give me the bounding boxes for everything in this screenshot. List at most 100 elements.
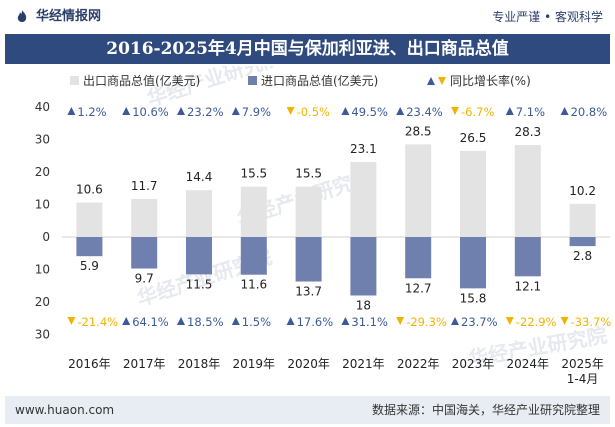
bar-import bbox=[186, 237, 212, 275]
down-triangle-icon bbox=[67, 317, 76, 325]
down-triangle-icon bbox=[560, 317, 569, 325]
x-tick-label: 2024年 bbox=[507, 357, 550, 371]
bar-export bbox=[569, 203, 596, 237]
import-growth-label: 31.1% bbox=[351, 315, 388, 329]
bar-import bbox=[295, 237, 322, 282]
y-tick-label: 0 bbox=[42, 230, 50, 244]
down-triangle-icon bbox=[396, 317, 405, 325]
bar-export bbox=[76, 202, 103, 237]
y-tick-label: 30 bbox=[35, 133, 50, 147]
x-tick-label: 2023年 bbox=[452, 357, 495, 371]
up-triangle-icon bbox=[451, 317, 459, 325]
import-value-label: 2.8 bbox=[573, 249, 592, 263]
labels-layer: 10.6 5.9 1.2% -21.4% 2016年 11.7 9.7 10.6% 64.1% 2… bbox=[67, 105, 611, 386]
export-growth-label: 23.4% bbox=[406, 105, 443, 119]
export-value-label: 14.4 bbox=[186, 170, 213, 184]
up-triangle-icon bbox=[177, 107, 185, 115]
import-value-label: 12.7 bbox=[405, 281, 432, 295]
down-triangle-icon bbox=[438, 77, 446, 85]
bar-import bbox=[131, 237, 158, 269]
bar-export bbox=[131, 198, 158, 237]
up-triangle-icon bbox=[177, 317, 185, 325]
x-tick-label: 2022年 bbox=[397, 357, 440, 371]
bar-export bbox=[514, 145, 541, 237]
down-triangle-icon bbox=[286, 107, 295, 115]
export-growth-label: 1.2% bbox=[77, 105, 106, 119]
import-value-label: 18 bbox=[356, 299, 371, 313]
import-growth-label: -29.3% bbox=[406, 315, 447, 329]
bar-export bbox=[186, 190, 212, 237]
down-triangle-icon bbox=[505, 317, 514, 325]
x-tick-label: 2018年 bbox=[178, 357, 221, 371]
legend-swatch-export bbox=[70, 76, 79, 85]
import-growth-label: -22.9% bbox=[516, 315, 557, 329]
up-triangle-icon bbox=[286, 317, 295, 325]
flame-logo-icon bbox=[17, 10, 27, 22]
bar-export bbox=[405, 144, 432, 237]
bar-import bbox=[405, 237, 432, 279]
y-tick-label: 10 bbox=[35, 198, 50, 212]
down-triangle-icon bbox=[451, 107, 459, 115]
legend-label-export: 出口商品总值(亿美元) bbox=[83, 73, 200, 88]
bars-layer bbox=[76, 144, 596, 296]
bar-import bbox=[350, 237, 377, 296]
export-growth-label: -6.7% bbox=[461, 105, 494, 119]
x-tick-label: 2016年 bbox=[68, 357, 111, 371]
import-growth-label: -21.4% bbox=[77, 315, 118, 329]
y-tick-label: 30 bbox=[35, 328, 50, 342]
x-tick-label: 2017年 bbox=[123, 357, 166, 371]
import-growth-label: 18.5% bbox=[187, 315, 224, 329]
legend-label-import: 进口商品总值(亿美元) bbox=[261, 73, 378, 88]
legend-label-growth: 同比增长率(%) bbox=[450, 73, 531, 88]
export-value-label: 10.2 bbox=[569, 184, 596, 198]
export-value-label: 28.5 bbox=[405, 124, 432, 138]
x-tick-label: 2025年 bbox=[561, 357, 604, 371]
y-tick-label: 10 bbox=[35, 263, 50, 277]
up-triangle-icon bbox=[427, 77, 435, 85]
export-value-label: 11.7 bbox=[131, 179, 158, 193]
import-growth-label: 23.7% bbox=[461, 315, 498, 329]
export-growth-label: 7.1% bbox=[516, 105, 545, 119]
x-tick-label: 1-4月 bbox=[567, 372, 599, 386]
up-triangle-icon bbox=[396, 107, 405, 115]
legend-swatch-import bbox=[248, 76, 257, 85]
export-growth-label: -0.5% bbox=[297, 105, 330, 119]
import-growth-label: 1.5% bbox=[242, 315, 271, 329]
x-tick-label: 2019年 bbox=[233, 357, 276, 371]
export-value-label: 15.5 bbox=[295, 167, 322, 181]
up-triangle-icon bbox=[67, 107, 76, 115]
x-tick-label: 2021年 bbox=[342, 357, 385, 371]
footer-url[interactable]: www.huaon.com bbox=[15, 403, 115, 417]
chart-title: 2016-2025年4月中国与保加利亚进、出口商品总值 bbox=[106, 39, 509, 59]
export-growth-label: 20.8% bbox=[571, 105, 608, 119]
footer: www.huaon.com 数据来源：中国海关，华经产业研究院整理 bbox=[5, 396, 610, 424]
slogan: 专业严谨 • 客观科学 bbox=[492, 10, 603, 24]
export-growth-label: 23.2% bbox=[187, 105, 224, 119]
export-value-label: 26.5 bbox=[460, 131, 487, 145]
chart: 华经产业研究院华经产业研究院华经产业研究院华经产业研究院 出口商品总值(亿美元)… bbox=[35, 66, 612, 386]
y-tick-label: 40 bbox=[35, 100, 50, 114]
bar-import bbox=[460, 237, 486, 289]
y-tick-label: 20 bbox=[35, 295, 50, 309]
import-growth-label: 64.1% bbox=[132, 315, 169, 329]
up-triangle-icon bbox=[341, 317, 350, 325]
import-value-label: 11.6 bbox=[240, 278, 267, 292]
up-triangle-icon bbox=[341, 107, 350, 115]
bar-export bbox=[350, 161, 377, 237]
bar-import bbox=[240, 237, 267, 275]
up-triangle-icon bbox=[505, 107, 514, 115]
import-value-label: 12.1 bbox=[514, 279, 541, 293]
import-value-label: 9.7 bbox=[135, 272, 154, 286]
bar-export bbox=[240, 186, 267, 237]
import-growth-label: 17.6% bbox=[297, 315, 334, 329]
export-value-label: 28.3 bbox=[514, 125, 541, 139]
export-value-label: 15.5 bbox=[240, 167, 267, 181]
up-triangle-icon bbox=[560, 107, 569, 115]
legend: 出口商品总值(亿美元) 进口商品总值(亿美元) 同比增长率(%) bbox=[70, 73, 531, 88]
bar-import bbox=[76, 237, 103, 257]
site-name: 华经情报网 bbox=[36, 9, 102, 24]
up-triangle-icon bbox=[122, 107, 131, 115]
export-growth-label: 49.5% bbox=[351, 105, 388, 119]
import-value-label: 11.5 bbox=[186, 277, 213, 291]
